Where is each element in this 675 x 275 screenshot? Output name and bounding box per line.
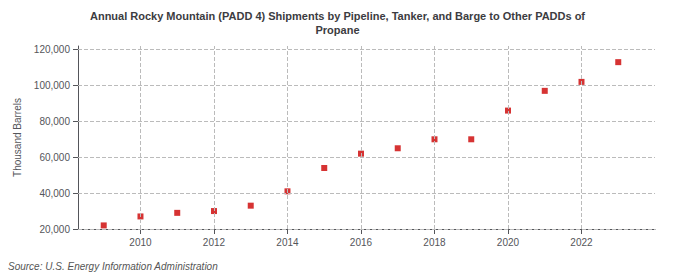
svg-text:120,000: 120,000 <box>34 44 71 55</box>
svg-text:Thousand Barrels: Thousand Barrels <box>12 98 23 177</box>
svg-text:2018: 2018 <box>423 237 446 248</box>
svg-text:Annual Rocky Mountain (PADD 4): Annual Rocky Mountain (PADD 4) Shipments… <box>90 10 585 22</box>
svg-text:2012: 2012 <box>203 237 226 248</box>
svg-text:Source: U.S. Energy Informatio: Source: U.S. Energy Information Administ… <box>8 261 218 272</box>
svg-text:100,000: 100,000 <box>34 80 71 91</box>
svg-text:2014: 2014 <box>276 237 299 248</box>
svg-text:40,000: 40,000 <box>39 188 70 199</box>
svg-text:Propane: Propane <box>315 24 359 36</box>
svg-text:2016: 2016 <box>350 237 373 248</box>
svg-text:20,000: 20,000 <box>39 224 70 235</box>
svg-text:2010: 2010 <box>129 237 152 248</box>
svg-text:2020: 2020 <box>497 237 520 248</box>
svg-text:60,000: 60,000 <box>39 152 70 163</box>
svg-text:2022: 2022 <box>570 237 593 248</box>
svg-text:80,000: 80,000 <box>39 116 70 127</box>
